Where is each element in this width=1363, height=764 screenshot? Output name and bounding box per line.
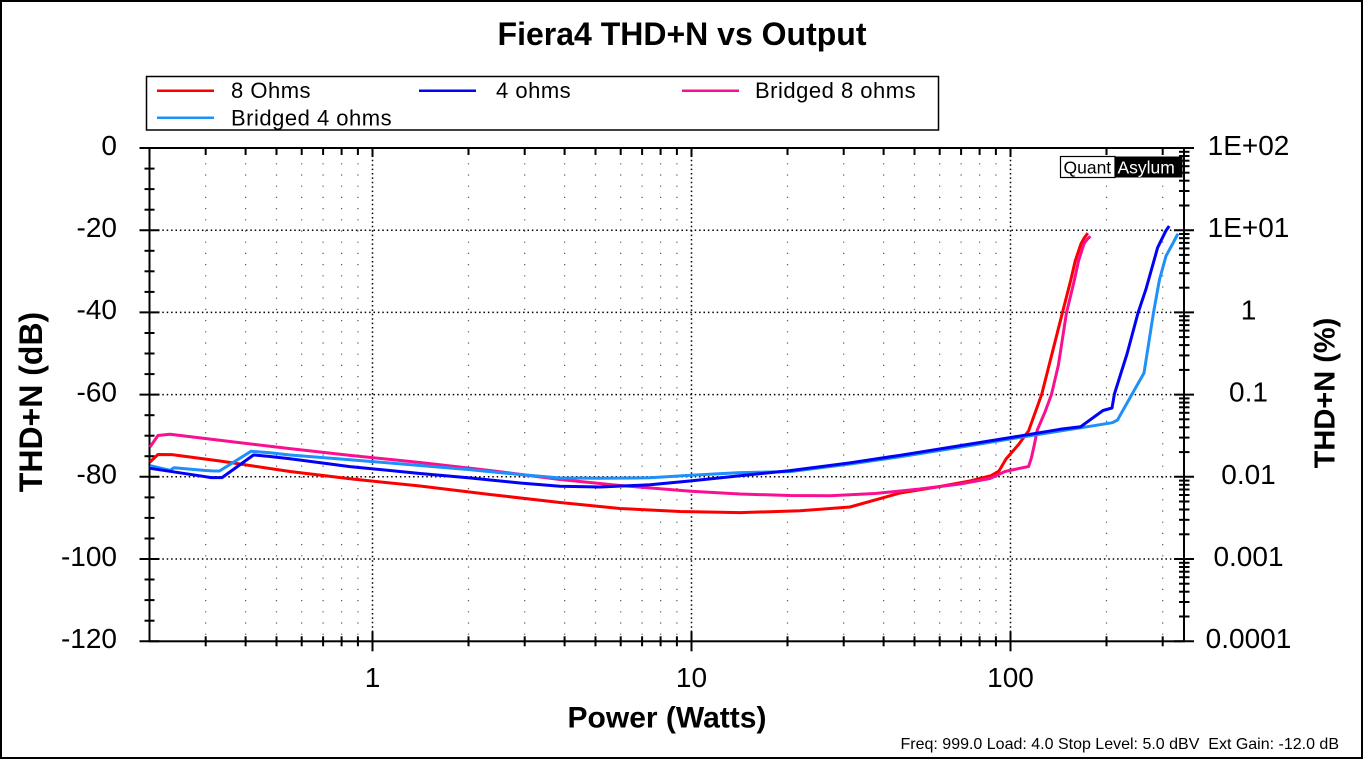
svg-text:0.01: 0.01 [1221, 459, 1276, 490]
svg-text:Asylum: Asylum [1118, 158, 1175, 178]
svg-text:Bridged 8 ohms: Bridged 8 ohms [755, 78, 916, 103]
svg-text:-60: -60 [77, 376, 117, 407]
svg-text:10: 10 [676, 662, 707, 693]
svg-text:0: 0 [101, 130, 117, 161]
svg-text:8 Ohms: 8 Ohms [231, 78, 311, 103]
svg-text:4 ohms: 4 ohms [496, 78, 571, 103]
svg-text:0.1: 0.1 [1229, 377, 1268, 408]
svg-text:-120: -120 [61, 623, 117, 654]
svg-text:-80: -80 [77, 459, 117, 490]
svg-text:1: 1 [1241, 294, 1257, 325]
svg-text:Bridged 4 ohms: Bridged 4 ohms [231, 105, 392, 130]
svg-text:100: 100 [987, 662, 1034, 693]
svg-text:1E+02: 1E+02 [1208, 130, 1290, 161]
svg-text:-40: -40 [77, 294, 117, 325]
svg-text:Fiera4 THD+N vs Output: Fiera4 THD+N vs Output [498, 16, 867, 52]
svg-text:0.0001: 0.0001 [1206, 623, 1292, 654]
svg-text:0.001: 0.001 [1213, 541, 1283, 572]
svg-text:1E+01: 1E+01 [1208, 212, 1290, 243]
svg-text:Power (Watts): Power (Watts) [568, 702, 767, 735]
svg-text:-20: -20 [77, 212, 117, 243]
svg-text:Quant: Quant [1064, 158, 1112, 178]
svg-text:-100: -100 [61, 541, 117, 572]
svg-text:THD+N (dB): THD+N (dB) [13, 312, 49, 492]
svg-text:Freq: 999.0 Load: 4.0 Stop Lev: Freq: 999.0 Load: 4.0 Stop Level: 5.0 dB… [901, 736, 1340, 753]
svg-text:THD+N (%): THD+N (%) [1310, 318, 1342, 469]
svg-text:1: 1 [365, 662, 381, 693]
